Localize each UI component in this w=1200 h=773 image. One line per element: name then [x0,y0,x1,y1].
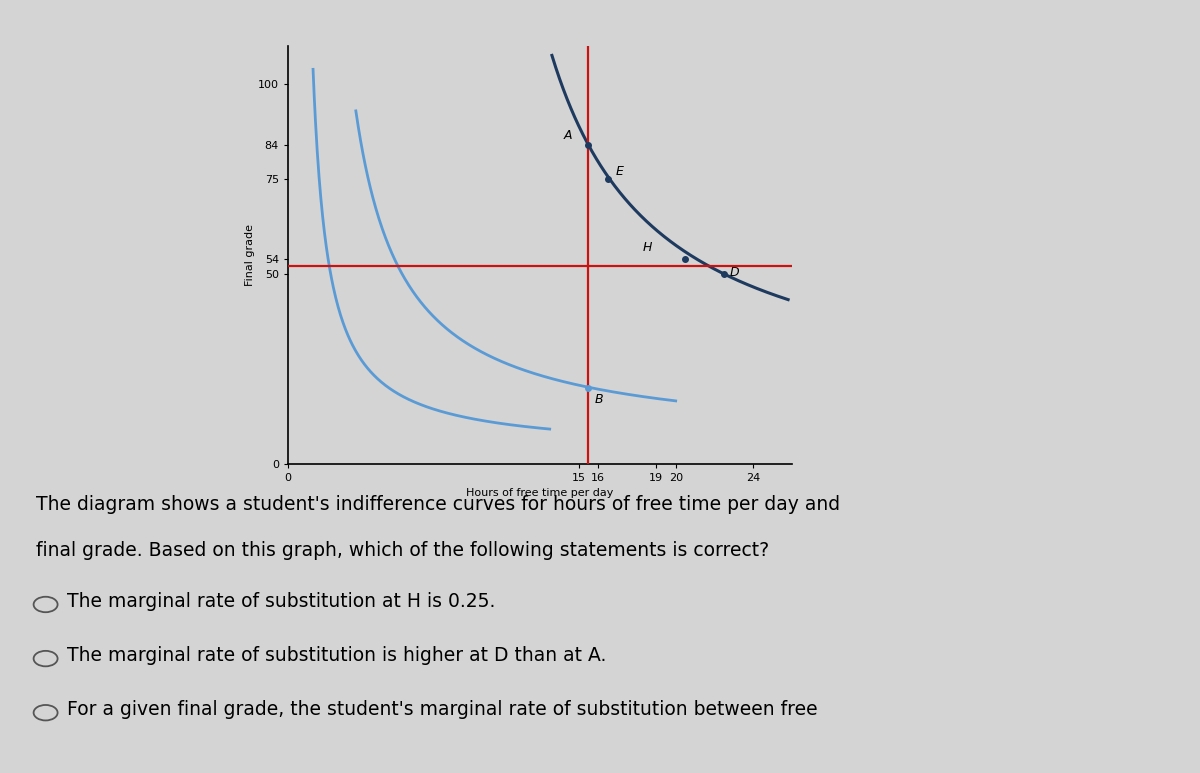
Text: H: H [643,241,652,254]
Text: B: B [594,393,602,406]
Text: A: A [563,129,571,142]
Text: D: D [730,266,739,279]
X-axis label: Hours of free time per day: Hours of free time per day [467,489,613,499]
Text: The marginal rate of substitution is higher at D than at A.: The marginal rate of substitution is hig… [67,645,606,665]
Y-axis label: Final grade: Final grade [245,224,256,286]
Text: final grade. Based on this graph, which of the following statements is correct?: final grade. Based on this graph, which … [36,541,769,560]
Text: For a given final grade, the student's marginal rate of substitution between fre: For a given final grade, the student's m… [67,700,818,719]
Text: The marginal rate of substitution at H is 0.25.: The marginal rate of substitution at H i… [67,591,496,611]
Text: The diagram shows a student's indifference curves for hours of free time per day: The diagram shows a student's indifferen… [36,495,840,514]
Text: E: E [616,165,624,179]
